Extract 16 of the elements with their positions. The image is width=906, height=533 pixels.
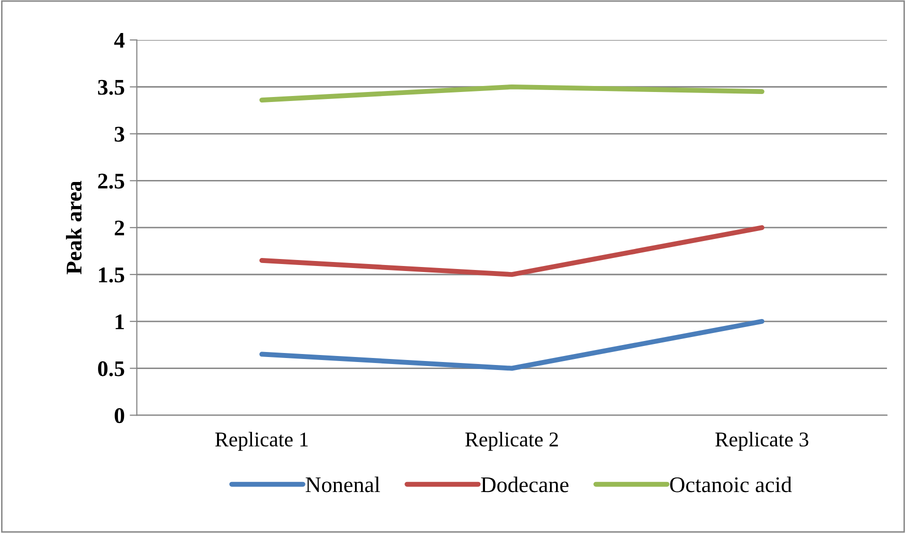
y-tick-label: 2 — [114, 220, 124, 236]
x-tick-label: Replicate 2 — [465, 432, 558, 451]
y-tick-label: 0 — [114, 408, 124, 424]
y-tick-label: 3 — [114, 126, 124, 142]
y-tick-label: 4 — [114, 33, 125, 48]
legend-label: Dodecane — [481, 476, 568, 492]
y-tick-label: 1.5 — [99, 268, 124, 283]
y-tick-label: 3.5 — [98, 80, 124, 95]
x-tick-label: Replicate 3 — [715, 432, 808, 451]
y-tick-label: 2.5 — [98, 174, 124, 189]
legend-label: Octanoic acid — [670, 476, 792, 492]
x-tick-label: Replicate 1 — [215, 432, 308, 451]
y-tick-label: 0.5 — [98, 361, 124, 376]
y-tick-label: 1 — [116, 314, 124, 330]
y-axis-title: Peak area — [66, 180, 82, 274]
legend-label: Nonenal — [306, 476, 380, 492]
